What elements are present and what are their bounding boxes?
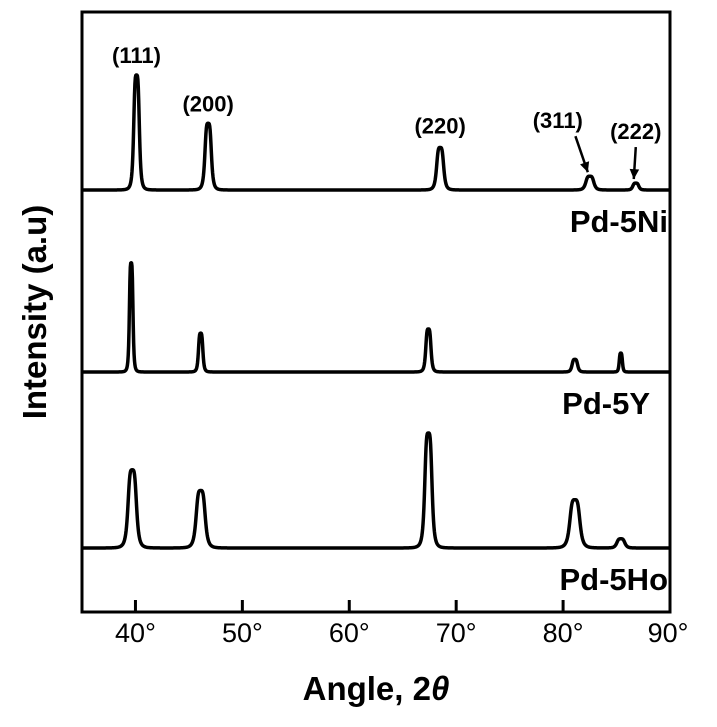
peak-label: (222) <box>610 119 661 144</box>
y-axis-label: Intensity (a.u) <box>16 205 53 420</box>
peak-label: (311) <box>533 108 583 133</box>
series-layer <box>82 75 670 548</box>
series-label-pd-5ni: Pd-5Ni <box>570 204 668 239</box>
x-tick-label: 60° <box>329 618 370 648</box>
x-ticks-layer: 40° 50° 60° 70° 80° 90° <box>115 600 688 648</box>
peak-label: (220) <box>414 113 465 138</box>
x-tick-label: 80° <box>543 618 584 648</box>
series-label-pd-5y: Pd-5Y <box>562 386 650 421</box>
x-tick-label: 90° <box>648 618 689 648</box>
x-axis-label: Angle, 2θ <box>303 670 450 707</box>
x-tick-label: 70° <box>436 618 477 648</box>
x-axis-label-text: Angle, 2 <box>303 670 431 707</box>
peak-arrow-head <box>580 161 589 172</box>
series-line-pd-5ho <box>82 433 670 548</box>
labels-layer: Pd-5Ni Pd-5Y Pd-5Ho <box>560 204 669 597</box>
x-axis-label-symbol: θ <box>431 670 449 707</box>
series-label-pd-5ho: Pd-5Ho <box>560 562 669 597</box>
peak-arrow-head <box>630 169 640 179</box>
annotations-layer: (111) (200) (220) (311) (222) <box>112 43 661 179</box>
plot-frame <box>82 12 670 612</box>
peak-label: (200) <box>182 91 233 116</box>
peak-label: (111) <box>112 43 161 68</box>
series-line-pd-5y <box>82 263 670 372</box>
x-tick-label: 40° <box>115 618 156 648</box>
x-tick-label: 50° <box>222 618 263 648</box>
